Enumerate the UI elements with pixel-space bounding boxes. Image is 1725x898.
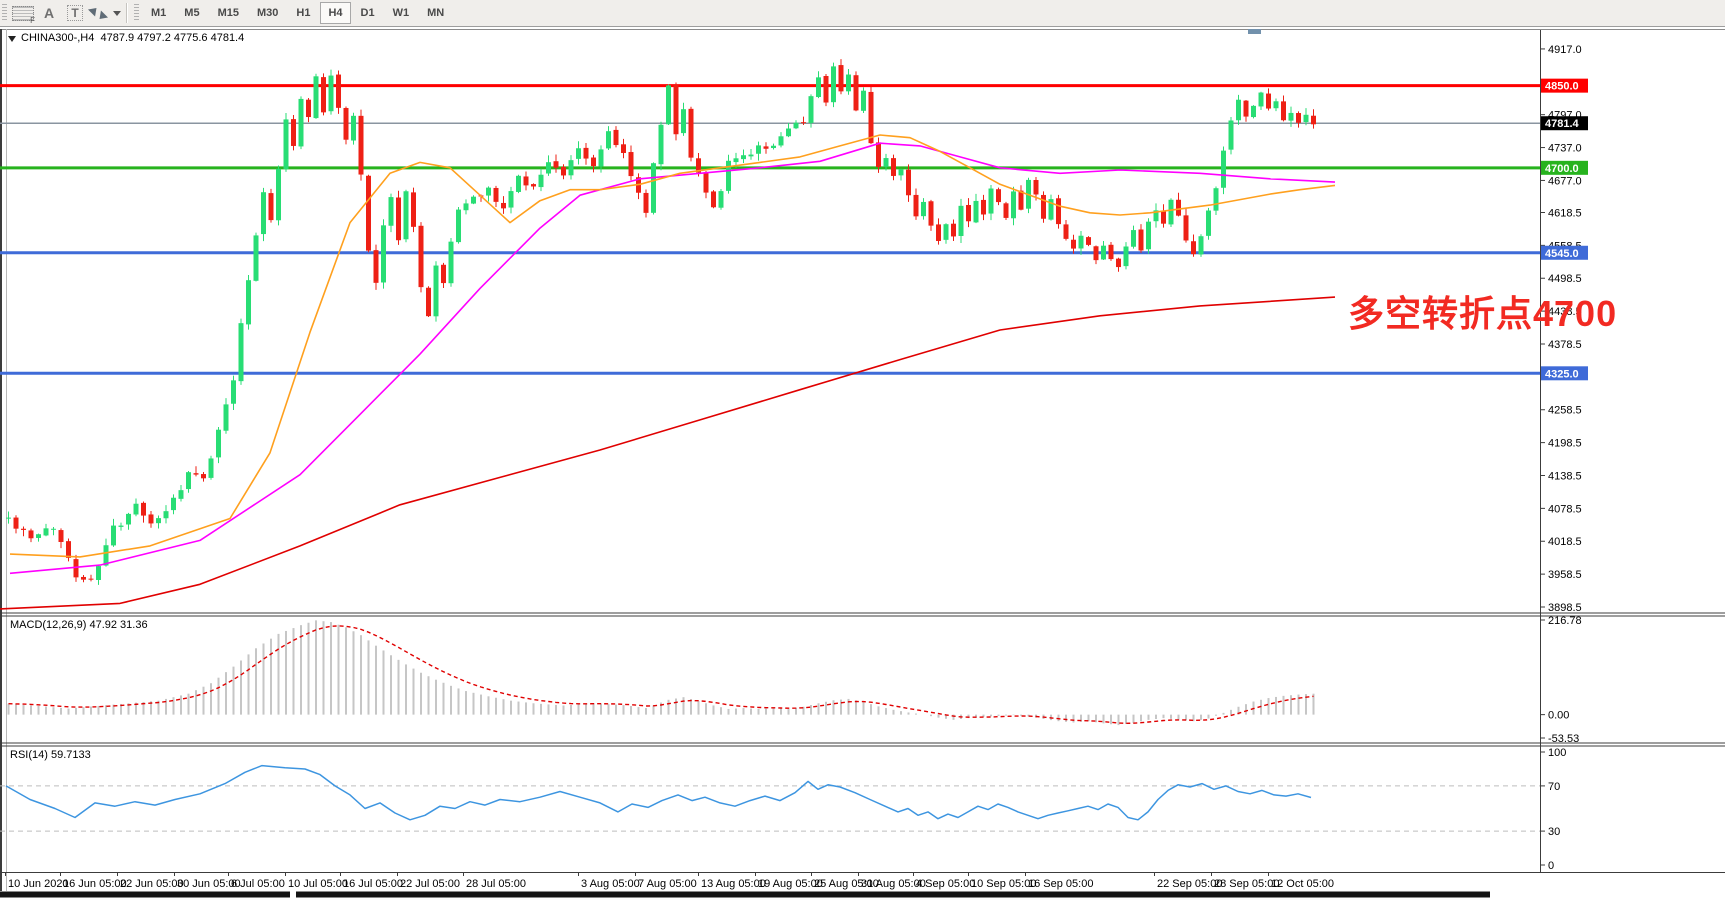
svg-text:4438.5: 4438.5 [1548,306,1582,318]
timeframe-button-m15[interactable]: M15 [217,7,239,19]
svg-text:4138.5: 4138.5 [1548,470,1582,482]
price-badge [1541,116,1588,131]
toolbar-grip-2[interactable] [134,4,139,22]
price-badge [1541,366,1588,381]
chart-annotation-text[interactable]: 多空转折点4700 [1348,293,1618,334]
arrows-glyph [87,3,109,23]
svg-text:22 Sep 05:00: 22 Sep 05:00 [1157,878,1222,890]
timeframe-button-w1[interactable]: W1 [392,7,410,19]
bottom-edge-strip-2 [296,891,1490,898]
macd-panel[interactable] [7,620,1315,726]
svg-text:12 Oct 05:00: 12 Oct 05:00 [1271,878,1334,890]
svg-text:30: 30 [1548,826,1560,838]
svg-text:216.78: 216.78 [1548,615,1582,627]
price-badge [1541,245,1588,260]
svg-text:31 Aug 05:00: 31 Aug 05:00 [861,878,926,890]
rsi-panel[interactable] [0,764,1540,832]
svg-text:4618.5: 4618.5 [1548,207,1582,219]
svg-text:6 Jul 05:00: 6 Jul 05:00 [231,878,285,890]
svg-text:0: 0 [1548,860,1554,872]
timeframe-button-h4[interactable]: H4 [320,2,351,24]
svg-text:4325.0: 4325.0 [1545,368,1579,380]
svg-text:28 Jul 05:00: 28 Jul 05:00 [466,878,526,890]
ma-magenta [9,142,1336,575]
svg-text:19 Aug 05:00: 19 Aug 05:00 [758,878,823,890]
svg-text:25 Aug 05:00: 25 Aug 05:00 [814,878,879,890]
symbol-dropdown-icon[interactable] [8,36,16,42]
timeframe-button-m5[interactable]: M5 [184,7,200,19]
timeframe-button-m1[interactable]: M1 [151,7,167,19]
text-label-icon[interactable]: A [43,5,55,21]
svg-text:10 Sep 05:00: 10 Sep 05:00 [971,878,1036,890]
price-badge [1541,78,1588,93]
svg-text:16 Jul 05:00: 16 Jul 05:00 [343,878,403,890]
price-badge [1541,160,1588,175]
timeframe-group: M1 M5 M15 M30 H1 H4 D1 W1 MN [142,2,453,24]
svg-text:4917.0: 4917.0 [1548,44,1582,56]
svg-text:0.00: 0.00 [1548,710,1569,722]
svg-text:4545.0: 4545.0 [1545,248,1579,260]
arrows-tool-icon[interactable] [87,2,121,24]
svg-text:70: 70 [1548,781,1560,793]
rsi-indicator-label: RSI(14) 59.7133 [10,749,91,761]
toolbar: F A T M1 M5 M15 M30 H1 H4 D1 W1 MN [0,0,1725,27]
ma-orange [9,134,1336,558]
svg-text:4498.5: 4498.5 [1548,273,1582,285]
toolbar-separator [126,3,128,23]
symbol-name: CHINA300-,H4 [21,32,95,44]
svg-text:7 Aug 05:00: 7 Aug 05:00 [638,878,697,890]
chevron-down-icon[interactable] [113,10,121,16]
timeframe-button-d1[interactable]: D1 [360,7,375,19]
macd-indicator-label: MACD(12,26,9) 47.92 31.36 [10,619,148,631]
rsi-line [5,764,1312,821]
svg-text:30 Jun 05:00: 30 Jun 05:00 [177,878,241,890]
candles-layer[interactable] [6,59,1316,585]
grid-f-icon[interactable]: F [11,2,35,25]
symbol-ohlc: 4787.9 4797.2 4775.6 4781.4 [100,32,245,44]
svg-text:3898.5: 3898.5 [1548,602,1582,614]
macd-signal-line [8,625,1314,725]
svg-text:10 Jun 2020: 10 Jun 2020 [8,878,69,890]
svg-text:4078.5: 4078.5 [1548,503,1582,515]
svg-text:16 Sep 05:00: 16 Sep 05:00 [1028,878,1093,890]
symbol-title: CHINA300-,H4 4787.9 4797.2 4775.6 4781.4 [8,32,244,44]
svg-text:4737.0: 4737.0 [1548,143,1582,155]
svg-text:28 Sep 05:00: 28 Sep 05:00 [1214,878,1279,890]
bottom-edge-strip [0,891,290,898]
moving-averages [0,134,1336,610]
svg-text:4781.4: 4781.4 [1545,118,1580,130]
svg-text:4700.0: 4700.0 [1545,163,1579,175]
svg-text:4258.5: 4258.5 [1548,405,1582,417]
svg-text:22 Jul 05:00: 22 Jul 05:00 [400,878,460,890]
svg-text:4677.0: 4677.0 [1548,175,1582,187]
svg-text:4850.0: 4850.0 [1545,81,1579,93]
svg-text:4 Sep 05:00: 4 Sep 05:00 [916,878,975,890]
svg-text:16 Jun 05:00: 16 Jun 05:00 [63,878,127,890]
svg-text:3 Aug 05:00: 3 Aug 05:00 [581,878,640,890]
text-tool-icon[interactable]: T [63,2,87,24]
timeframe-button-mn[interactable]: MN [427,7,445,19]
ma-red [0,296,1336,610]
chart-scroll-marker [1248,29,1261,34]
svg-text:100: 100 [1548,747,1566,759]
timeframe-button-h1[interactable]: H1 [296,7,311,19]
svg-text:10 Jul 05:00: 10 Jul 05:00 [288,878,348,890]
svg-text:13 Aug 05:00: 13 Aug 05:00 [701,878,766,890]
svg-text:3958.5: 3958.5 [1548,569,1582,581]
svg-text:22 Jun 05:00: 22 Jun 05:00 [120,878,184,890]
svg-text:4018.5: 4018.5 [1548,536,1582,548]
svg-text:4198.5: 4198.5 [1548,438,1582,450]
toolbar-grip[interactable] [2,4,7,22]
price-axis[interactable]: 4917.04797.04737.04677.04618.54558.54498… [1540,30,1588,872]
timeframe-button-m30[interactable]: M30 [256,7,279,19]
svg-text:4378.5: 4378.5 [1548,339,1582,351]
svg-text:-53.53: -53.53 [1548,733,1579,745]
